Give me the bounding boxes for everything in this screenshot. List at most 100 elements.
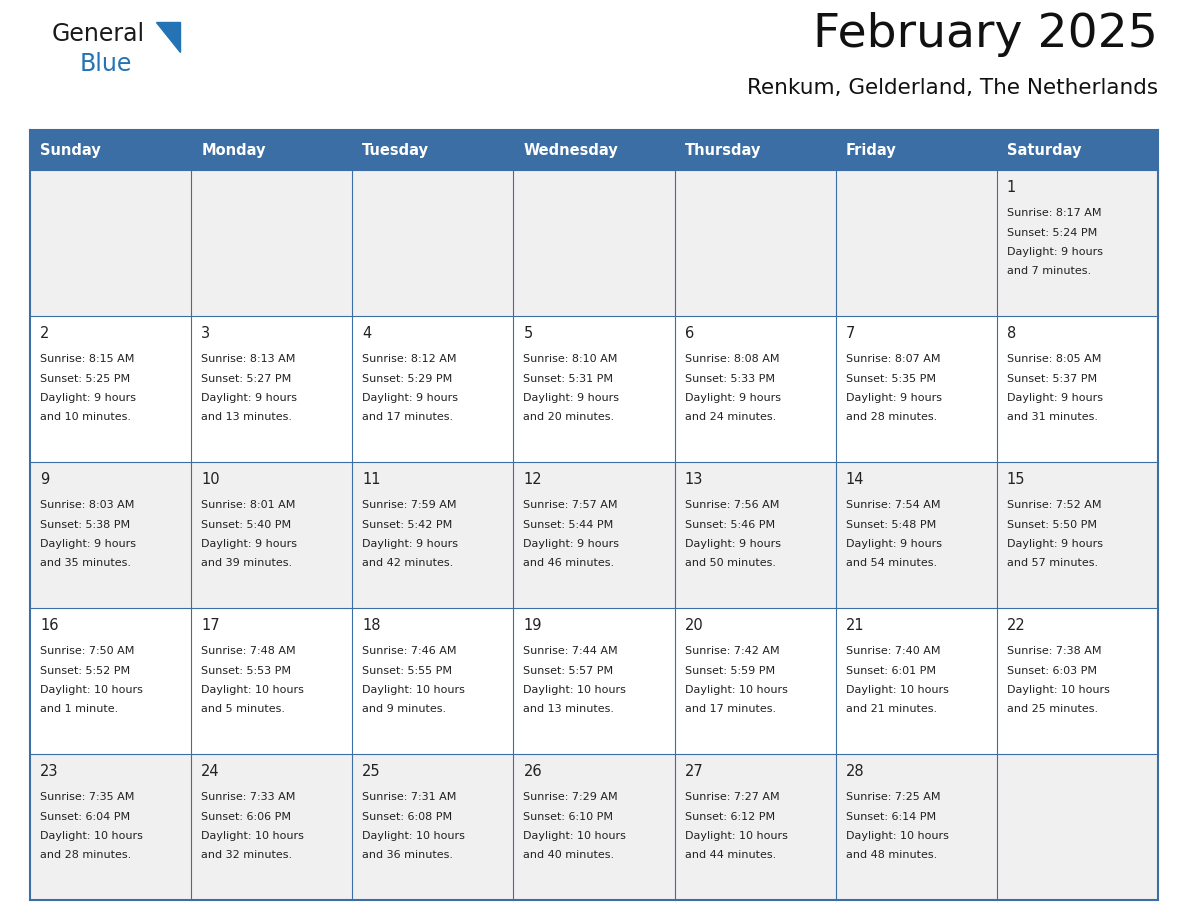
Text: Sunrise: 7:50 AM: Sunrise: 7:50 AM xyxy=(40,646,134,656)
Text: Daylight: 10 hours: Daylight: 10 hours xyxy=(201,685,304,695)
Text: Sunset: 5:35 PM: Sunset: 5:35 PM xyxy=(846,374,936,384)
Text: 28: 28 xyxy=(846,764,865,779)
Text: Blue: Blue xyxy=(80,52,132,76)
Text: Sunset: 5:46 PM: Sunset: 5:46 PM xyxy=(684,520,775,530)
Text: 4: 4 xyxy=(362,326,372,341)
Text: Sunrise: 7:48 AM: Sunrise: 7:48 AM xyxy=(201,646,296,656)
Text: 12: 12 xyxy=(524,472,542,487)
Text: Sunrise: 7:31 AM: Sunrise: 7:31 AM xyxy=(362,792,456,802)
Polygon shape xyxy=(156,22,181,52)
Text: Sunrise: 8:05 AM: Sunrise: 8:05 AM xyxy=(1007,354,1101,364)
Text: Monday: Monday xyxy=(201,142,266,158)
Bar xyxy=(835,608,997,754)
Text: Sunrise: 7:25 AM: Sunrise: 7:25 AM xyxy=(846,792,940,802)
Bar xyxy=(513,316,675,462)
Text: Daylight: 9 hours: Daylight: 9 hours xyxy=(201,539,297,549)
Text: and 50 minutes.: and 50 minutes. xyxy=(684,558,776,568)
Text: 1: 1 xyxy=(1007,180,1016,195)
Text: and 42 minutes.: and 42 minutes. xyxy=(362,558,454,568)
Text: Daylight: 10 hours: Daylight: 10 hours xyxy=(1007,685,1110,695)
Bar xyxy=(997,608,1158,754)
Text: 24: 24 xyxy=(201,764,220,779)
Text: Sunrise: 8:08 AM: Sunrise: 8:08 AM xyxy=(684,354,779,364)
Text: Sunset: 5:38 PM: Sunset: 5:38 PM xyxy=(40,520,131,530)
Text: and 32 minutes.: and 32 minutes. xyxy=(201,850,292,860)
Text: General: General xyxy=(52,22,145,46)
Bar xyxy=(675,608,835,754)
Text: Sunset: 5:33 PM: Sunset: 5:33 PM xyxy=(684,374,775,384)
Text: Sunset: 6:01 PM: Sunset: 6:01 PM xyxy=(846,666,936,676)
Text: Sunrise: 7:42 AM: Sunrise: 7:42 AM xyxy=(684,646,779,656)
Text: Sunrise: 8:01 AM: Sunrise: 8:01 AM xyxy=(201,500,296,510)
Text: Daylight: 10 hours: Daylight: 10 hours xyxy=(524,831,626,841)
Text: Daylight: 9 hours: Daylight: 9 hours xyxy=(846,393,942,403)
Text: Sunset: 6:03 PM: Sunset: 6:03 PM xyxy=(1007,666,1097,676)
Text: Sunrise: 7:52 AM: Sunrise: 7:52 AM xyxy=(1007,500,1101,510)
Text: 22: 22 xyxy=(1007,618,1025,633)
Text: Daylight: 9 hours: Daylight: 9 hours xyxy=(524,393,619,403)
Text: and 1 minute.: and 1 minute. xyxy=(40,704,119,714)
Text: Daylight: 9 hours: Daylight: 9 hours xyxy=(684,393,781,403)
Text: Daylight: 10 hours: Daylight: 10 hours xyxy=(362,685,466,695)
Text: February 2025: February 2025 xyxy=(813,12,1158,57)
Bar xyxy=(30,754,191,900)
Text: Sunset: 5:37 PM: Sunset: 5:37 PM xyxy=(1007,374,1097,384)
Text: Sunrise: 8:12 AM: Sunrise: 8:12 AM xyxy=(362,354,456,364)
Text: Daylight: 10 hours: Daylight: 10 hours xyxy=(40,685,143,695)
Bar xyxy=(191,754,353,900)
Text: 11: 11 xyxy=(362,472,381,487)
Text: Daylight: 9 hours: Daylight: 9 hours xyxy=(684,539,781,549)
Text: Sunset: 6:08 PM: Sunset: 6:08 PM xyxy=(362,812,453,822)
Bar xyxy=(30,462,191,608)
Text: Daylight: 10 hours: Daylight: 10 hours xyxy=(684,685,788,695)
Text: Sunrise: 8:03 AM: Sunrise: 8:03 AM xyxy=(40,500,134,510)
Text: Tuesday: Tuesday xyxy=(362,142,429,158)
Text: Daylight: 10 hours: Daylight: 10 hours xyxy=(362,831,466,841)
Text: and 46 minutes.: and 46 minutes. xyxy=(524,558,614,568)
Bar xyxy=(191,170,353,316)
Text: Daylight: 10 hours: Daylight: 10 hours xyxy=(524,685,626,695)
Text: Sunset: 5:25 PM: Sunset: 5:25 PM xyxy=(40,374,131,384)
Bar xyxy=(835,316,997,462)
Text: 27: 27 xyxy=(684,764,703,779)
Bar xyxy=(675,170,835,316)
Text: Sunday: Sunday xyxy=(40,142,101,158)
Bar xyxy=(835,170,997,316)
Bar xyxy=(997,462,1158,608)
Text: 21: 21 xyxy=(846,618,865,633)
Text: Daylight: 10 hours: Daylight: 10 hours xyxy=(846,831,948,841)
Text: Sunset: 5:31 PM: Sunset: 5:31 PM xyxy=(524,374,613,384)
Text: Sunset: 6:12 PM: Sunset: 6:12 PM xyxy=(684,812,775,822)
Text: Sunset: 5:50 PM: Sunset: 5:50 PM xyxy=(1007,520,1097,530)
Text: Daylight: 10 hours: Daylight: 10 hours xyxy=(40,831,143,841)
Bar xyxy=(191,462,353,608)
Text: Sunrise: 7:35 AM: Sunrise: 7:35 AM xyxy=(40,792,134,802)
Bar xyxy=(353,130,513,170)
Text: Daylight: 10 hours: Daylight: 10 hours xyxy=(201,831,304,841)
Text: and 39 minutes.: and 39 minutes. xyxy=(201,558,292,568)
Bar xyxy=(997,130,1158,170)
Text: 17: 17 xyxy=(201,618,220,633)
Text: 7: 7 xyxy=(846,326,855,341)
Bar xyxy=(191,608,353,754)
Bar xyxy=(30,608,191,754)
Bar xyxy=(513,608,675,754)
Text: Thursday: Thursday xyxy=(684,142,762,158)
Text: and 28 minutes.: and 28 minutes. xyxy=(40,850,131,860)
Text: 16: 16 xyxy=(40,618,58,633)
Bar xyxy=(675,316,835,462)
Text: Wednesday: Wednesday xyxy=(524,142,618,158)
Text: 23: 23 xyxy=(40,764,58,779)
Text: 10: 10 xyxy=(201,472,220,487)
Text: Daylight: 9 hours: Daylight: 9 hours xyxy=(362,539,459,549)
Bar xyxy=(675,130,835,170)
Text: Sunrise: 7:33 AM: Sunrise: 7:33 AM xyxy=(201,792,296,802)
Text: and 13 minutes.: and 13 minutes. xyxy=(201,412,292,422)
Text: Sunset: 5:48 PM: Sunset: 5:48 PM xyxy=(846,520,936,530)
Text: Sunrise: 7:46 AM: Sunrise: 7:46 AM xyxy=(362,646,456,656)
Bar xyxy=(997,316,1158,462)
Text: and 35 minutes.: and 35 minutes. xyxy=(40,558,131,568)
Text: and 5 minutes.: and 5 minutes. xyxy=(201,704,285,714)
Text: and 54 minutes.: and 54 minutes. xyxy=(846,558,937,568)
Text: 25: 25 xyxy=(362,764,381,779)
